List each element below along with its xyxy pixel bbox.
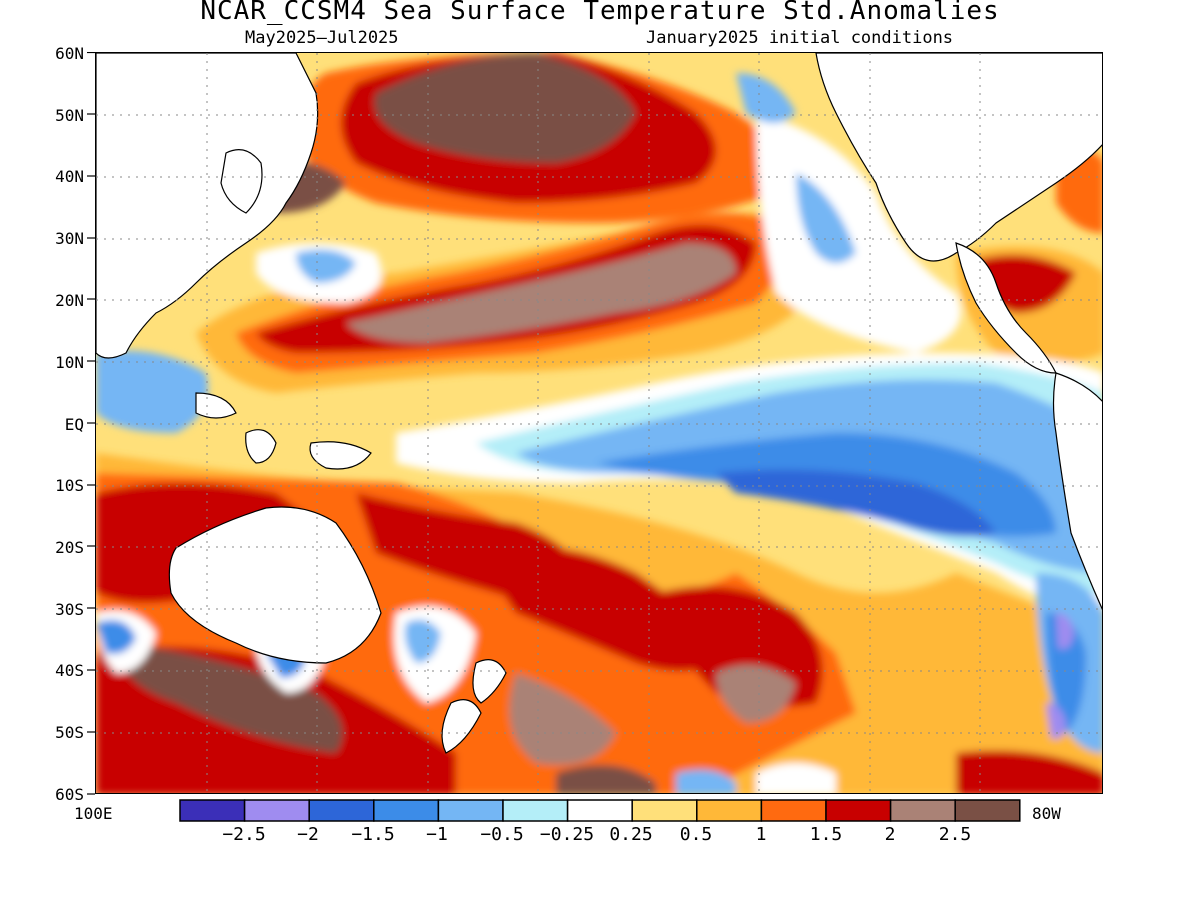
colorbar-swatch: [179, 799, 246, 822]
colorbar-label: −0.5: [480, 824, 524, 845]
gridlines: [96, 53, 1102, 793]
colorbar-swatch: [308, 799, 375, 822]
colorbar-label: 0.5: [679, 824, 713, 845]
colorbar-swatch: [954, 799, 1021, 822]
anomaly-field: [96, 53, 1102, 793]
lon-label-right: 80W: [1032, 804, 1061, 823]
colorbar-label: −2.5: [222, 824, 266, 845]
lat-label: EQ: [64, 415, 84, 434]
colorbar-swatch: [437, 799, 504, 822]
australia: [168, 506, 382, 664]
forecast-period: May2025—Jul2025: [245, 28, 399, 48]
new-zealand-south: [441, 699, 482, 754]
south-america: [1052, 372, 1102, 610]
colorbar-swatch: [760, 799, 827, 822]
colorbar-swatch: [825, 799, 892, 822]
lat-label: 30N: [55, 229, 84, 248]
lat-label: 60S: [55, 785, 84, 804]
lat-label: 40S: [55, 661, 84, 680]
lat-label: 60N: [55, 44, 84, 63]
colorbar-label: 2.5: [938, 824, 972, 845]
colorbar-swatch: [631, 799, 698, 822]
colorbar-label: −0.25: [539, 824, 595, 845]
colorbar-label: −1.5: [351, 824, 395, 845]
colorbar-swatch: [373, 799, 440, 822]
colorbar: [179, 799, 1021, 822]
colorbar-swatch: [696, 799, 763, 822]
colorbar-swatch: [566, 799, 633, 822]
colorbar-label: −2: [297, 824, 319, 845]
map-title: NCAR_CCSM4 Sea Surface Temperature Std.A…: [200, 0, 1000, 26]
lon-label-left: 100E: [74, 804, 113, 823]
colorbar-label: 2: [884, 824, 896, 845]
anomaly-map-svg: [96, 53, 1102, 793]
colorbar-label: 1.5: [809, 824, 843, 845]
lat-label: 50S: [55, 723, 84, 742]
lat-label: 20N: [55, 291, 84, 310]
colorbar-swatch: [889, 799, 956, 822]
lat-label: 30S: [55, 600, 84, 619]
lat-label: 40N: [55, 167, 84, 186]
anomaly-map: [95, 52, 1103, 794]
colorbar-swatch: [243, 799, 310, 822]
colorbar-label: −1: [426, 824, 448, 845]
lat-label: 50N: [55, 106, 84, 125]
colorbar-swatch: [502, 799, 569, 822]
lat-label: 20S: [55, 538, 84, 557]
new-guinea: [309, 441, 372, 470]
philippines: [195, 392, 237, 419]
colorbar-label: 1: [755, 824, 767, 845]
borneo: [245, 429, 277, 464]
land-masses: [96, 53, 1102, 754]
lat-label: 10S: [55, 476, 84, 495]
japan: [220, 149, 263, 214]
lat-ticks: [87, 52, 95, 795]
lat-label: 10N: [55, 353, 84, 372]
north-america: [815, 53, 1102, 262]
initial-conditions: January2025 initial conditions: [646, 28, 954, 48]
colorbar-label: 0.25: [609, 824, 653, 845]
